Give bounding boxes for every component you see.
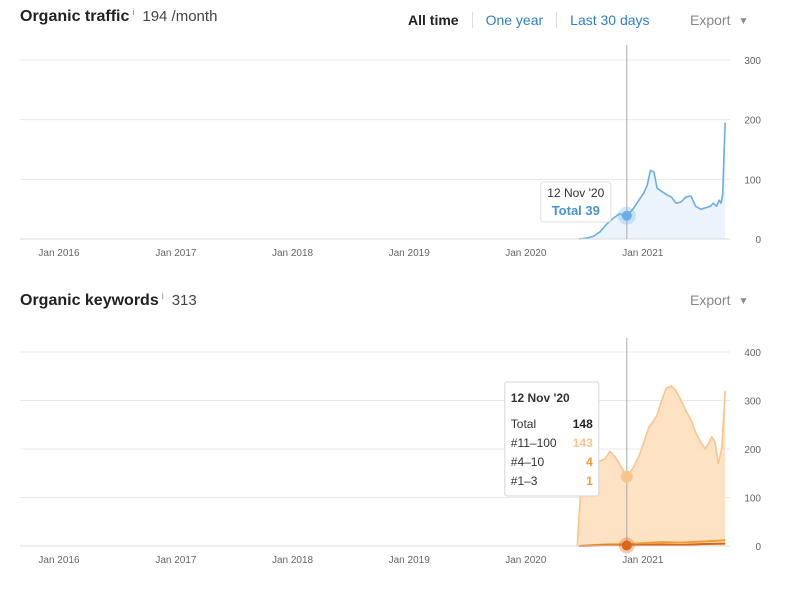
keywords-chart[interactable]: 0 100 200 300 400 Jan 2016 Jan 2017 Jan 2018 Jan…	[0, 330, 800, 610]
tooltip-row-value: 148	[573, 417, 593, 431]
tooltip-total: Total 39	[552, 203, 600, 218]
tooltip-date: 12 Nov '20	[547, 186, 604, 200]
x-tick-label: Jan 2020	[505, 555, 547, 566]
x-tick-label: Jan 2018	[272, 248, 314, 259]
x-tick-label: Jan 2016	[38, 555, 80, 566]
x-tick-label: Jan 2019	[389, 248, 431, 259]
y-tick-label: 0	[755, 235, 761, 246]
x-tick-label: Jan 2019	[389, 555, 431, 566]
tooltip-row-label: #1–3	[511, 474, 538, 488]
keywords-export-button[interactable]: Export ▼	[690, 292, 748, 308]
hover-marker	[621, 210, 632, 221]
x-tick-label: Jan 2020	[505, 248, 547, 259]
keywords-title: Organic keywords	[20, 292, 159, 309]
y-tick-label: 100	[744, 494, 761, 505]
series-line	[578, 539, 726, 547]
tooltip-row-label: #11–100	[511, 436, 557, 450]
y-tick-label: 200	[744, 445, 761, 456]
traffic-header: Organic traffic i 194 /month	[20, 7, 218, 26]
x-tick-label: Jan 2018	[272, 555, 314, 566]
x-tick-label: Jan 2021	[622, 555, 664, 566]
traffic-title: Organic traffic	[20, 8, 130, 25]
tooltip-row-value: 143	[573, 436, 593, 450]
tooltip-box	[504, 381, 600, 497]
info-icon[interactable]: i	[132, 7, 135, 17]
x-tick-label: Jan 2021	[622, 248, 664, 259]
series-area	[578, 122, 726, 239]
caret-down-icon: ▼	[738, 16, 749, 27]
y-tick-label: 0	[755, 542, 761, 553]
range-divider	[556, 12, 558, 28]
traffic-chart[interactable]: 0 100 200 300 Jan 2016 Jan 2017 Jan 2018 Jan 20…	[0, 40, 800, 270]
x-tick-label: Jan 2017	[155, 248, 197, 259]
traffic-value: 194 /month	[142, 8, 218, 25]
y-tick-label: 300	[744, 397, 761, 408]
export-label: Export	[690, 12, 731, 28]
range-divider	[471, 12, 473, 28]
caret-down-icon: ▼	[738, 296, 749, 307]
traffic-export-button[interactable]: Export ▼	[690, 12, 748, 28]
tooltip-row-label: #4–10	[511, 455, 545, 469]
hover-marker	[620, 470, 633, 483]
y-tick-label: 100	[744, 175, 761, 186]
keywords-value: 313	[171, 292, 197, 309]
hover-marker	[621, 540, 632, 551]
tooltip-box	[540, 181, 612, 223]
series-line	[578, 122, 726, 240]
series-area	[577, 386, 726, 546]
y-tick-label: 200	[744, 116, 761, 127]
range-last-30-days[interactable]: Last 30 days	[570, 12, 650, 28]
tooltip-row-value: 4	[586, 455, 593, 469]
tooltip-row-value: 1	[586, 474, 593, 488]
range-selector: All time One year Last 30 days	[400, 12, 663, 28]
y-tick-label: 400	[744, 348, 761, 359]
tooltip-row-label: Total	[511, 417, 536, 431]
x-tick-label: Jan 2017	[155, 555, 197, 566]
range-all-time[interactable]: All time	[408, 12, 459, 28]
export-label: Export	[690, 292, 731, 308]
series-line	[576, 385, 726, 547]
info-icon[interactable]: i	[161, 291, 164, 301]
y-tick-label: 300	[744, 56, 761, 67]
x-tick-label: Jan 2016	[38, 248, 80, 259]
tooltip-date: 12 Nov '20	[511, 391, 570, 405]
keywords-header: Organic keywords i 313	[20, 291, 197, 310]
range-one-year[interactable]: One year	[485, 12, 544, 28]
